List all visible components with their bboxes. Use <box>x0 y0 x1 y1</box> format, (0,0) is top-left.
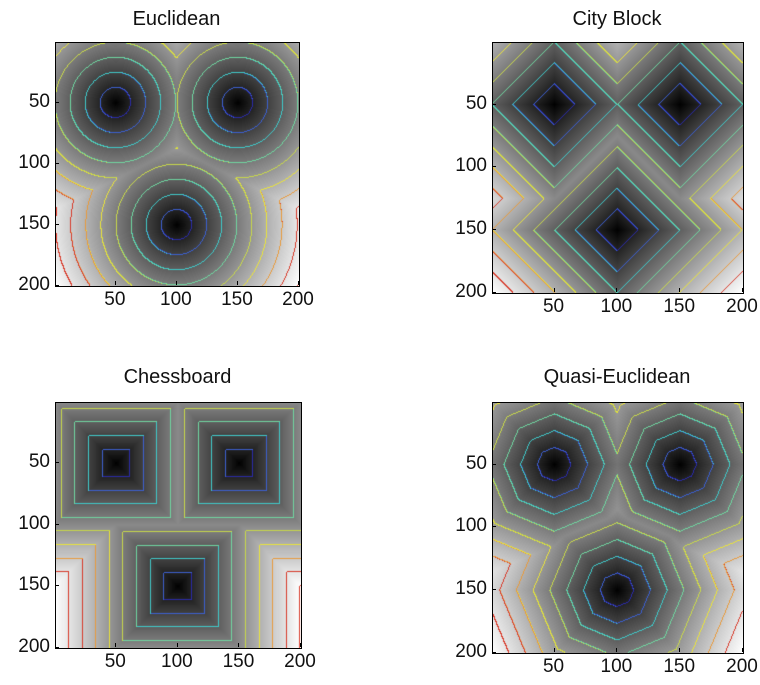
y-tick-mark <box>492 526 496 528</box>
x-tick-label: 100 <box>160 289 192 310</box>
heatmap-axes <box>492 402 744 654</box>
y-tick-mark <box>55 101 59 103</box>
x-tick-mark <box>238 643 240 647</box>
y-tick-mark <box>55 285 59 286</box>
x-tick-label: 200 <box>282 289 314 310</box>
x-tick-mark <box>742 648 743 652</box>
x-tick-mark <box>553 648 555 652</box>
y-tick-label: 150 <box>18 574 50 596</box>
chart-title: Quasi-Euclidean <box>543 366 691 388</box>
y-tick-mark <box>55 162 59 164</box>
y-tick-label: 50 <box>465 452 487 474</box>
y-tick-label: 50 <box>465 92 487 114</box>
heatmap-image <box>493 43 743 293</box>
y-tick-label: 50 <box>28 90 50 112</box>
heatmap-image <box>56 43 299 286</box>
y-tick-mark <box>55 585 59 587</box>
x-tick-mark <box>616 288 618 292</box>
y-tick-label: 200 <box>455 641 487 662</box>
x-tick-label: 150 <box>663 656 696 677</box>
y-tick-label: 100 <box>455 515 487 537</box>
chart-title: Chessboard <box>123 366 232 388</box>
heatmap-image <box>56 403 301 648</box>
y-tick-label: 200 <box>455 281 487 302</box>
x-tick-label: 50 <box>104 289 126 310</box>
x-tick-label: 50 <box>104 651 126 672</box>
y-tick-label: 200 <box>18 636 50 657</box>
x-tick-mark <box>553 288 555 292</box>
y-tick-mark <box>55 223 59 225</box>
x-tick-mark <box>114 281 116 285</box>
heatmap-axes <box>492 42 744 294</box>
y-tick-mark <box>492 103 496 105</box>
y-tick-mark <box>492 229 496 231</box>
y-tick-label: 200 <box>18 274 50 295</box>
x-tick-mark <box>175 281 177 285</box>
y-tick-label: 150 <box>18 212 50 234</box>
y-tick-mark <box>55 647 59 648</box>
y-tick-mark <box>492 652 496 653</box>
y-tick-mark <box>492 292 496 293</box>
x-tick-mark <box>298 281 299 285</box>
heatmap-axes <box>55 42 300 287</box>
heatmap-image <box>493 403 743 653</box>
x-tick-mark <box>679 288 681 292</box>
x-tick-label: 100 <box>161 651 193 672</box>
x-tick-mark <box>679 648 681 652</box>
x-tick-label: 50 <box>542 656 565 677</box>
x-tick-label: 50 <box>542 296 565 317</box>
x-tick-label: 150 <box>663 296 696 317</box>
x-tick-mark <box>616 648 618 652</box>
chart-title: City Block <box>572 8 662 30</box>
x-tick-label: 150 <box>221 289 253 310</box>
y-tick-label: 50 <box>28 451 50 473</box>
x-tick-mark <box>742 288 743 292</box>
y-tick-mark <box>55 462 59 464</box>
x-tick-label: 200 <box>726 656 758 677</box>
y-tick-label: 150 <box>455 218 487 240</box>
x-tick-mark <box>236 281 238 285</box>
y-tick-label: 100 <box>455 155 487 177</box>
x-tick-label: 200 <box>726 296 758 317</box>
x-tick-label: 150 <box>222 651 255 672</box>
y-tick-mark <box>492 589 496 591</box>
x-tick-mark <box>300 643 301 647</box>
x-tick-label: 200 <box>284 651 316 672</box>
y-tick-label: 100 <box>18 151 50 173</box>
x-tick-mark <box>115 643 117 647</box>
y-tick-mark <box>492 463 496 465</box>
y-tick-mark <box>492 166 496 168</box>
chart-title: Euclidean <box>132 8 221 30</box>
x-tick-mark <box>176 643 178 647</box>
y-tick-label: 100 <box>18 512 50 534</box>
x-tick-label: 100 <box>600 656 633 677</box>
heatmap-axes <box>55 402 302 649</box>
y-tick-label: 150 <box>455 578 487 600</box>
x-tick-label: 100 <box>600 296 633 317</box>
y-tick-mark <box>55 523 59 525</box>
